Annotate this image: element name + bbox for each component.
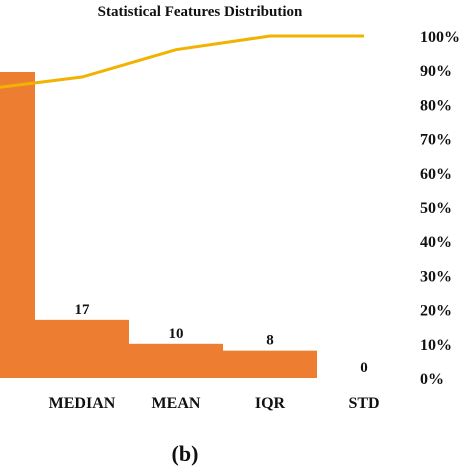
y2-tick-30: 30% [420,268,452,285]
y2-tick-90: 90% [420,63,452,80]
y2-tick-70: 70% [420,132,452,149]
category-label-iqr: IQR [255,395,286,412]
data-labels-group: 17 10 8 0 [75,302,368,376]
data-label-mean: 10 [169,326,184,342]
chart-title: Statistical Features Distribution [98,4,303,20]
data-label-std: 0 [360,360,368,376]
y2-tick-10: 10% [420,337,452,354]
category-labels-group: XMEDIANMEANIQRSTD [49,395,380,412]
y2-axis-ticks: 0% 10% 20% 30% 40% 50% 60% 70% 80% 90% 100% [420,29,460,388]
cumulative-percent-line [0,34,364,89]
y2-tick-80: 80% [420,97,452,114]
category-label-mean: MEAN [152,395,201,412]
y2-tick-40: 40% [420,234,452,251]
bar-median [35,319,129,378]
y2-tick-100: 100% [420,29,460,46]
bar-iqr [223,350,317,378]
category-label-std: STD [348,395,379,412]
data-label-iqr: 8 [266,333,274,349]
y2-tick-0: 0% [420,371,444,388]
y2-tick-20: 20% [420,303,452,320]
bar-mean [129,343,223,378]
y2-tick-50: 50% [420,200,452,217]
panel-label: (b) [172,441,199,466]
category-label-median: MEDIAN [49,395,116,412]
bars-group [0,72,317,378]
data-label-median: 17 [75,302,91,318]
bar-max [0,72,35,378]
y2-tick-60: 60% [420,166,452,183]
